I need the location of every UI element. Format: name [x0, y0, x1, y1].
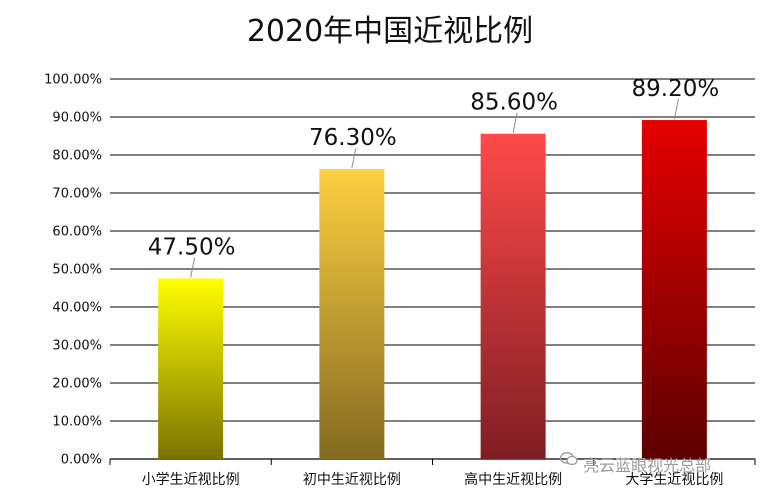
y-tick-label: 90.00% — [52, 111, 102, 126]
data-label: 76.30% — [309, 125, 397, 151]
bar — [641, 120, 707, 459]
y-tick-label: 30.00% — [52, 339, 102, 354]
y-axis: 0.00% 10.00% 20.00% 30.00% 40.00% 50.00% 60.00… — [44, 73, 102, 468]
y-tick-label: 20.00% — [52, 377, 102, 392]
data-label: 47.50% — [148, 235, 236, 261]
x-category-label: 大学生近视比例 — [625, 472, 723, 488]
data-label: 89.20% — [632, 76, 720, 102]
y-tick-label: 50.00% — [52, 263, 102, 278]
y-tick-label: 40.00% — [52, 301, 102, 316]
data-label: 85.60% — [470, 90, 558, 116]
bar — [158, 278, 224, 459]
data-labels: 47.50% 76.30% 85.60% 89.20% — [148, 76, 719, 260]
y-tick-label: 10.00% — [52, 415, 102, 430]
bar — [480, 133, 546, 459]
x-category-label: 初中生近视比例 — [303, 471, 401, 488]
leader-lines — [190, 98, 679, 278]
leader-line — [190, 257, 196, 278]
watermark: 亮云蓝眼视光总部 — [560, 452, 711, 476]
chart-title: 2020年中国近视比例 — [246, 14, 534, 49]
leader-line — [512, 112, 518, 133]
y-tick-label: 80.00% — [52, 149, 102, 164]
wechat-icon — [560, 452, 578, 473]
bars — [158, 120, 707, 459]
bar — [319, 169, 385, 459]
leader-line — [673, 98, 679, 120]
watermark-text: 亮云蓝眼视光总部 — [583, 456, 712, 475]
y-tick-label: 70.00% — [52, 187, 102, 202]
leader-line — [351, 147, 357, 169]
x-category-label: 高中生近视比例 — [464, 471, 562, 488]
y-tick-label: 100.00% — [44, 73, 102, 88]
y-tick-label: 0.00% — [61, 453, 102, 468]
x-axis: 小学生近视比例 初中生近视比例 高中生近视比例 大学生近视比例 — [109, 459, 756, 488]
x-category-label: 小学生近视比例 — [142, 472, 240, 488]
y-tick-label: 60.00% — [52, 225, 102, 240]
